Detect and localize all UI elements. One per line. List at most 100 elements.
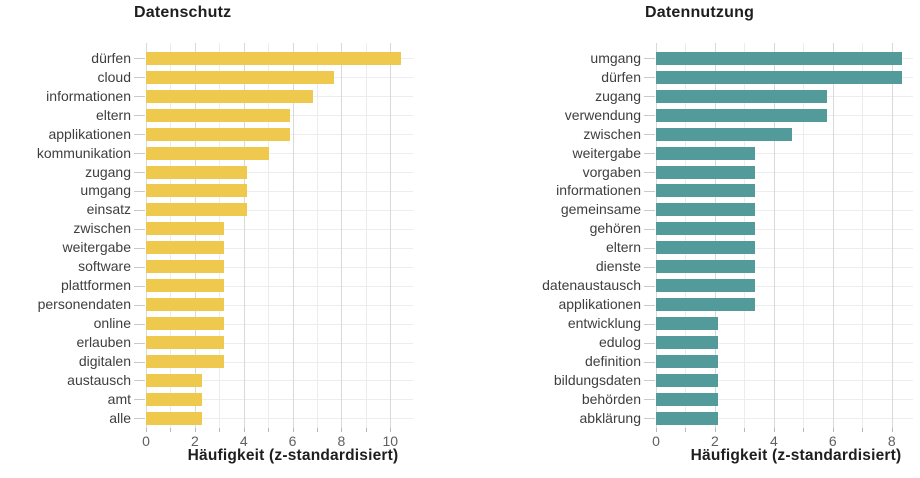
gridline-minor xyxy=(170,43,172,428)
row-gridline xyxy=(146,190,413,192)
bar-zwischen xyxy=(656,127,792,141)
gridline-major xyxy=(243,43,245,428)
y-tick xyxy=(644,418,655,420)
y-tick xyxy=(134,247,145,249)
x-axis-title: Häufigkeit (z-standardisiert) xyxy=(690,447,902,464)
x-tick xyxy=(832,428,834,432)
category-label: dienste xyxy=(595,258,641,275)
category-label: vorgaben xyxy=(582,163,641,180)
category-label: alle xyxy=(109,409,131,426)
category-label: online xyxy=(93,315,131,332)
bar-eltern xyxy=(656,241,755,255)
category-label: weitergabe xyxy=(62,239,132,256)
bar-eltern xyxy=(146,108,291,122)
category-label: plattformen xyxy=(60,277,131,294)
x-axis: 0 2 4 6 8 10 xyxy=(0,428,460,452)
y-tick xyxy=(644,304,655,306)
chart-datenschutz: Datenschutz dürfen cloud informationen elte… xyxy=(0,4,460,464)
bar-weitergabe xyxy=(146,241,225,255)
category-label: informationen xyxy=(556,182,641,199)
y-tick xyxy=(134,153,145,155)
y-tick xyxy=(134,190,145,192)
bar-informationen xyxy=(656,184,755,198)
bar-bildungsdaten xyxy=(656,373,718,387)
bar-zugang xyxy=(146,165,248,179)
row-gridline xyxy=(656,418,913,420)
bar-gemeinsame xyxy=(656,203,755,217)
category-label: bildungsdaten xyxy=(553,371,641,388)
plot-panel xyxy=(146,43,413,428)
row-gridline xyxy=(656,285,913,287)
row-gridline xyxy=(656,266,913,268)
y-tick xyxy=(644,247,655,249)
y-tick xyxy=(134,342,145,344)
y-tick xyxy=(644,134,655,136)
bar-erlauben xyxy=(146,336,225,350)
x-tick xyxy=(891,428,893,432)
category-label: personendaten xyxy=(37,296,131,313)
gridline-major xyxy=(390,43,392,428)
gridline-major xyxy=(194,43,196,428)
y-tick xyxy=(134,361,145,363)
bar-zwischen xyxy=(146,222,225,236)
bar-datenaustausch xyxy=(656,279,755,293)
gridline-minor xyxy=(744,43,746,428)
y-tick xyxy=(644,172,655,173)
gridline-minor xyxy=(803,43,805,428)
row-gridline xyxy=(146,399,413,401)
gridline-minor xyxy=(862,43,864,428)
bar-austausch xyxy=(146,373,203,387)
gridline-minor xyxy=(685,43,687,428)
category-label: umgang xyxy=(80,182,131,199)
category-label: amt xyxy=(107,390,131,407)
x-tick xyxy=(194,428,196,432)
y-tick xyxy=(644,153,655,155)
category-label: applikationen xyxy=(558,296,641,313)
bar-alle xyxy=(146,411,203,425)
row-gridline xyxy=(146,342,413,344)
x-tick-label: 6 xyxy=(828,433,837,449)
row-gridline xyxy=(146,209,413,211)
x-tick xyxy=(170,428,172,432)
bar-kommunikation xyxy=(146,146,270,160)
row-gridline xyxy=(146,380,413,382)
category-label: abklärung xyxy=(579,409,642,426)
bar-umgang xyxy=(146,184,248,198)
x-tick xyxy=(656,428,657,432)
bar-dürfen xyxy=(656,70,903,84)
gridline-major xyxy=(292,43,294,428)
bar-definition xyxy=(656,355,718,368)
category-label: einsatz xyxy=(86,201,131,218)
gridline-minor xyxy=(268,43,270,428)
bar-amt xyxy=(146,392,203,406)
gridline-minor xyxy=(365,43,367,428)
row-gridline xyxy=(146,228,413,230)
y-tick xyxy=(644,323,655,325)
category-label: zwischen xyxy=(73,220,131,237)
category-label: dürfen xyxy=(91,49,131,66)
bar-behörden xyxy=(656,392,718,406)
y-tick xyxy=(134,58,145,60)
row-gridline xyxy=(656,304,913,306)
gridline-minor xyxy=(317,43,318,428)
category-label: applikationen xyxy=(48,125,131,142)
category-label: erlauben xyxy=(76,334,132,351)
x-tick xyxy=(365,428,367,432)
bar-verwendung xyxy=(656,108,827,122)
category-label: weitergabe xyxy=(572,144,642,161)
row-gridline xyxy=(656,399,913,401)
x-tick-label: 4 xyxy=(769,433,778,449)
row-gridline xyxy=(146,323,413,325)
row-gridline xyxy=(146,285,413,287)
x-tick-label: 8 xyxy=(337,433,346,449)
y-tick xyxy=(134,285,145,287)
x-tick-label: 4 xyxy=(239,433,248,449)
y-tick xyxy=(134,115,145,117)
y-axis-labels: umgang dürfen zugang verwendung zwischen weit… xyxy=(460,43,641,428)
y-tick xyxy=(134,418,145,420)
y-tick xyxy=(644,190,655,192)
category-label: zugang xyxy=(595,87,641,104)
row-gridline xyxy=(656,342,913,344)
x-tick-label: 8 xyxy=(887,433,896,449)
x-tick xyxy=(390,428,392,432)
